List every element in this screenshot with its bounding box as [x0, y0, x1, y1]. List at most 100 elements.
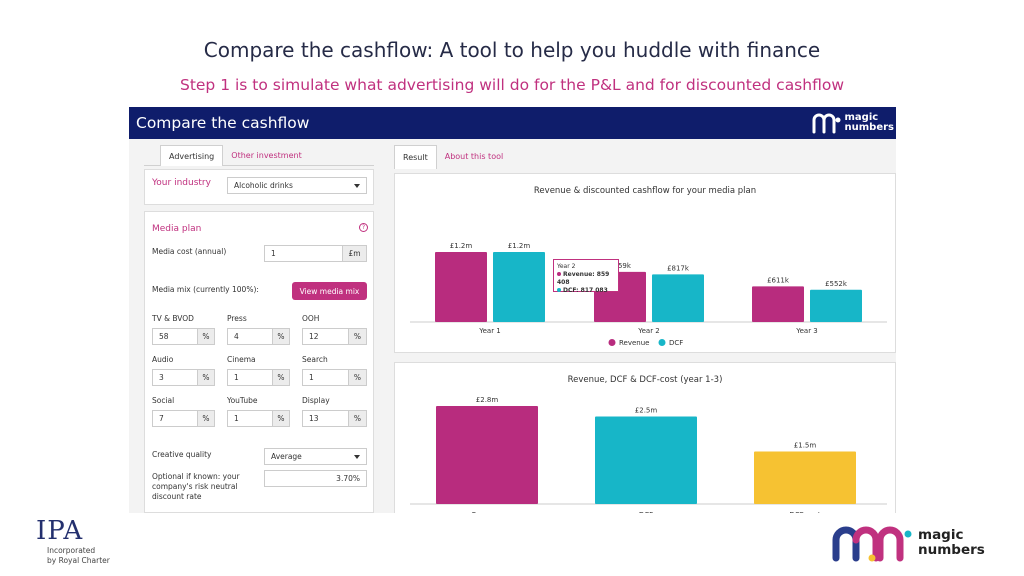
- magic-numbers-text: magic numbers: [918, 528, 985, 558]
- chevron-down-icon: [354, 183, 360, 188]
- slide-subheading: Step 1 is to simulate what advertising w…: [179, 76, 845, 94]
- channel-unit-social: %: [197, 410, 215, 427]
- channel-unit-cinema: %: [272, 369, 290, 386]
- bar-dcf-year-3: [810, 289, 862, 322]
- creative-quality-select[interactable]: Average: [264, 448, 367, 465]
- legend-dcf-label: DCF: [669, 339, 683, 347]
- discount-rate-label: Optional if known: your company's risk n…: [152, 472, 240, 502]
- data-label-dcf-year-2: £817k: [667, 264, 690, 272]
- legend-revenue-icon: [608, 339, 616, 346]
- inputs-panel: Advertising Other investment Your indust…: [144, 145, 374, 513]
- bar-dcf-cost: [754, 451, 856, 504]
- total-chart-card: Revenue, DCF & DCF-cost (year 1-3) £2.8m…: [394, 362, 896, 513]
- data-label-dcf-year-1: £1.2m: [508, 242, 531, 250]
- discount-rate-label-line3: discount rate: [152, 492, 202, 501]
- yearly-chart-card: Revenue & discounted cashflow for your m…: [394, 173, 896, 353]
- discount-rate-label-line2: company's risk neutral: [152, 482, 238, 491]
- media-plan-panel: Media plan ? Media cost (annual) 1 £m Me…: [144, 211, 374, 513]
- magic-numbers-logo-icon: [832, 526, 912, 562]
- chart-tooltip: Year 2 Revenue: 859 408 DCF: 817 083: [553, 259, 619, 295]
- x-tick-label: Year 3: [795, 327, 818, 335]
- ipa-logo: IPA Incorporated by Royal Charter: [36, 518, 110, 566]
- results-panel: Result About this tool Revenue & discoun…: [394, 145, 896, 513]
- data-label-dcf-cost: £1.5m: [794, 442, 817, 450]
- bar-revenue-year-3: [752, 286, 804, 322]
- app-window: Compare the cashflow magic numbers Adver…: [129, 107, 896, 513]
- yearly-chart: £1.2m £1.2m Year 1 £859k £817k Year 2 £611k £55…: [410, 242, 887, 347]
- result-tabs: Result About this tool: [394, 145, 896, 169]
- industry-panel: Your industry Alcoholic drinks: [144, 169, 374, 205]
- bar-dcf-year-1: [493, 252, 545, 322]
- channel-input-display[interactable]: 13: [302, 410, 349, 427]
- creative-quality-label: Creative quality: [152, 450, 212, 459]
- channel-unit-press: %: [272, 328, 290, 345]
- media-cost-input[interactable]: 1: [264, 245, 343, 262]
- industry-select[interactable]: Alcoholic drinks: [227, 177, 367, 194]
- ipa-tagline-line2: by Royal Charter: [47, 556, 110, 565]
- tooltip-revenue-value: Revenue: 859 408: [557, 271, 610, 286]
- industry-label: Your industry: [152, 178, 211, 188]
- channel-label-audio: Audio: [152, 355, 174, 364]
- x-tick-label: DCF-cost: [789, 511, 821, 513]
- yearly-chart-title: Revenue & discounted cashflow for your m…: [533, 186, 757, 196]
- channel-input-press[interactable]: 4: [227, 328, 273, 345]
- data-label-revenue-year-1: £1.2m: [450, 242, 473, 250]
- data-label-revenue: £2.8m: [476, 396, 499, 404]
- ipa-tagline-line1: Incorporated: [47, 546, 96, 555]
- tab-result[interactable]: Result: [394, 145, 437, 169]
- channel-input-youtube[interactable]: 1: [227, 410, 273, 427]
- chevron-down-icon: [354, 454, 360, 459]
- data-label-dcf-year-3: £552k: [825, 280, 848, 288]
- industry-select-value: Alcoholic drinks: [234, 181, 293, 190]
- legend-dcf-icon: [658, 339, 666, 346]
- channel-label-cinema: Cinema: [227, 355, 256, 364]
- channel-label-tv: TV & BVOD: [152, 314, 194, 323]
- app-title: Compare the cashflow: [136, 114, 310, 132]
- data-label-revenue-year-3: £611k: [767, 276, 790, 284]
- channel-input-ooh[interactable]: 12: [302, 328, 349, 345]
- channel-input-cinema[interactable]: 1: [227, 369, 273, 386]
- media-plan-title: Media plan: [152, 224, 202, 234]
- x-tick-label: Year 1: [478, 327, 501, 335]
- app-logo-text: magic numbers: [845, 113, 894, 133]
- channel-label-social: Social: [152, 396, 175, 405]
- x-tick-label: DCF: [639, 511, 653, 513]
- bar-revenue: [436, 406, 538, 504]
- app-header: Compare the cashflow magic numbers: [129, 107, 896, 139]
- tab-about-this-tool[interactable]: About this tool: [444, 152, 504, 161]
- discount-rate-label-line1: Optional if known: your: [152, 472, 240, 481]
- bar-revenue-year-1: [435, 252, 487, 322]
- channel-unit-display: %: [348, 410, 367, 427]
- magic-numbers-logo: magic numbers: [830, 524, 985, 562]
- channel-input-audio[interactable]: 3: [152, 369, 198, 386]
- bar-dcf: [595, 416, 697, 504]
- tab-advertising[interactable]: Advertising: [160, 145, 224, 166]
- app-logo: magic numbers: [812, 107, 896, 139]
- magic-numbers-line1: magic: [918, 527, 964, 543]
- data-label-revenue-year-2: £859k: [609, 262, 632, 270]
- view-media-mix-button[interactable]: View media mix: [292, 282, 367, 300]
- channel-input-social[interactable]: 7: [152, 410, 198, 427]
- media-mix-label: Media mix (currently 100%):: [152, 285, 259, 294]
- channel-label-press: Press: [227, 314, 247, 323]
- help-icon[interactable]: ?: [359, 223, 368, 232]
- tooltip-row-dcf: DCF: 817 083: [557, 287, 615, 295]
- x-tick-label: Revenue: [472, 511, 503, 513]
- tooltip-title: Year 2: [557, 263, 576, 270]
- ipa-tagline: Incorporated by Royal Charter: [36, 546, 110, 566]
- discount-rate-input[interactable]: 3.70%: [264, 470, 367, 487]
- magic-numbers-line2: numbers: [918, 542, 985, 558]
- legend-revenue-label: Revenue: [619, 339, 650, 347]
- channel-input-search[interactable]: 1: [302, 369, 349, 386]
- magic-numbers-mark-icon: [812, 113, 841, 134]
- ipa-wordmark: IPA: [36, 516, 84, 546]
- app-logo-line1: magic: [844, 112, 879, 123]
- tab-other-investment[interactable]: Other investment: [231, 151, 302, 160]
- channel-label-ooh: OOH: [302, 314, 320, 323]
- creative-quality-value: Average: [271, 452, 302, 461]
- channel-unit-search: %: [348, 369, 367, 386]
- revenue-dot-icon: [557, 272, 561, 276]
- channel-input-tv[interactable]: 58: [152, 328, 198, 345]
- media-cost-unit: £m: [342, 245, 367, 262]
